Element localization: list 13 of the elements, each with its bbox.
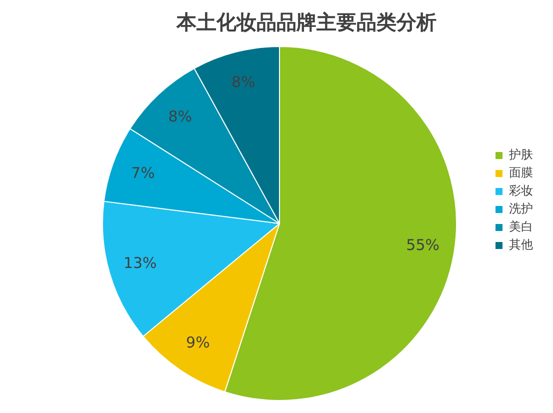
data-label: 7% — [131, 164, 155, 182]
chart-title: 本土化妆品品牌主要品类分析 — [176, 10, 436, 34]
legend-label: 护肤 — [508, 148, 533, 162]
data-label: 13% — [123, 254, 157, 272]
data-label: 9% — [186, 333, 210, 352]
data-label: 8% — [232, 72, 256, 91]
legend-label: 洗护 — [509, 202, 533, 216]
data-label: 55% — [406, 236, 440, 254]
legend-label: 美白 — [509, 220, 533, 234]
legend-label: 面膜 — [509, 166, 533, 180]
data-label: 8% — [168, 108, 192, 126]
legend-label: 其他 — [509, 238, 533, 252]
legend-label: 彩妆 — [509, 184, 533, 198]
